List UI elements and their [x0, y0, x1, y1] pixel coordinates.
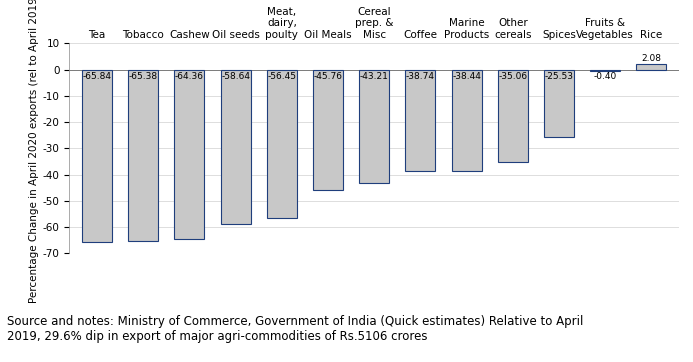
Text: -45.76: -45.76: [313, 72, 342, 81]
Bar: [128, 70, 158, 241]
Bar: [498, 70, 528, 162]
Text: -65.38: -65.38: [129, 72, 158, 81]
Text: -25.53: -25.53: [545, 72, 574, 81]
Bar: [313, 70, 343, 190]
Text: -43.21: -43.21: [360, 72, 389, 81]
Text: Meat,
dairy,
poulty: Meat, dairy, poulty: [265, 7, 298, 40]
Bar: [590, 70, 620, 71]
Text: Fruits &
Vegetables: Fruits & Vegetables: [577, 18, 634, 40]
Text: -35.06: -35.06: [498, 72, 527, 81]
Text: -56.45: -56.45: [267, 72, 297, 81]
Text: Tea: Tea: [89, 30, 105, 40]
Bar: [452, 70, 482, 171]
Text: -58.64: -58.64: [221, 72, 250, 81]
Y-axis label: Percentage Change in April 2020 exports (rel to April 2019): Percentage Change in April 2020 exports …: [28, 0, 39, 303]
Bar: [359, 70, 389, 183]
Text: Rice: Rice: [640, 30, 663, 40]
Text: Spices: Spices: [542, 30, 576, 40]
Text: Marine
Products: Marine Products: [444, 18, 489, 40]
Text: Oil Meals: Oil Meals: [304, 30, 352, 40]
Text: Other
cereals: Other cereals: [494, 18, 532, 40]
Text: -64.36: -64.36: [175, 72, 204, 81]
Text: Coffee: Coffee: [403, 30, 437, 40]
Bar: [175, 70, 204, 239]
Text: -38.44: -38.44: [452, 72, 481, 81]
Bar: [267, 70, 297, 218]
Text: Tobacco: Tobacco: [123, 30, 164, 40]
Bar: [220, 70, 251, 224]
Bar: [82, 70, 112, 243]
Bar: [405, 70, 435, 171]
Text: Cashew: Cashew: [169, 30, 210, 40]
Text: 2.08: 2.08: [642, 54, 661, 63]
Text: Oil seeds: Oil seeds: [211, 30, 260, 40]
Text: -65.84: -65.84: [82, 72, 112, 81]
Text: -38.74: -38.74: [406, 72, 435, 81]
Bar: [636, 64, 667, 70]
Text: -0.40: -0.40: [594, 72, 617, 81]
Text: Cereal
prep. &
Misc: Cereal prep. & Misc: [355, 7, 394, 40]
Text: Source and notes: Ministry of Commerce, Government of India (Quick estimates) Re: Source and notes: Ministry of Commerce, …: [7, 315, 584, 343]
Bar: [544, 70, 574, 137]
